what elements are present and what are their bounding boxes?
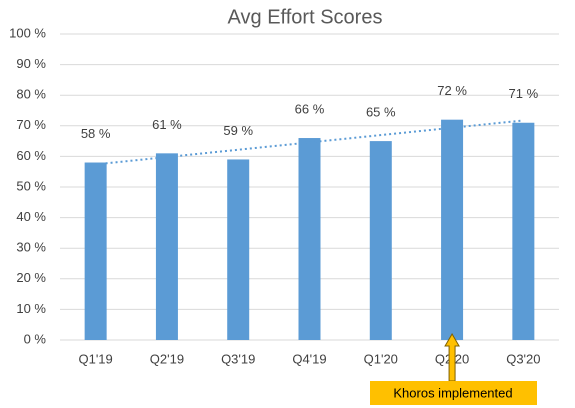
bar — [441, 119, 464, 341]
bar — [155, 153, 178, 340]
trendline — [95, 119, 524, 166]
data-label: 71 % — [509, 86, 539, 101]
y-tick-label: 30 % — [16, 240, 46, 255]
x-tick-label: Q2'19 — [150, 351, 184, 366]
x-tick-label: Q1'19 — [78, 351, 112, 366]
x-tick-label: Q3'19 — [221, 351, 255, 366]
y-tick-label: 20 % — [16, 270, 46, 285]
y-tick-label: 40 % — [16, 209, 46, 224]
bar — [84, 162, 107, 340]
bar — [369, 141, 392, 340]
data-label: 65 % — [366, 105, 396, 120]
y-tick-label: 90 % — [16, 56, 46, 71]
y-tick-label: 50 % — [16, 178, 46, 193]
data-label: 72 % — [437, 83, 467, 98]
data-label: 59 % — [223, 123, 253, 138]
annotation-box — [370, 381, 537, 405]
y-tick-label: 70 % — [16, 117, 46, 132]
bar — [298, 138, 321, 340]
y-tick-label: 100 % — [9, 25, 46, 40]
x-tick-label: Q3'20 — [506, 351, 540, 366]
chart-title: Avg Effort Scores — [228, 6, 383, 28]
annotation-arrow — [444, 333, 460, 382]
y-tick-label: 60 % — [16, 148, 46, 163]
data-label: 61 % — [152, 117, 182, 132]
y-tick-label: 0 % — [24, 331, 47, 346]
bar — [227, 159, 250, 340]
data-label: 66 % — [295, 101, 325, 116]
data-label: 58 % — [81, 126, 111, 141]
y-tick-label: 10 % — [16, 301, 46, 316]
bar — [512, 122, 535, 341]
annotation-text: Khoros implemented — [393, 385, 512, 400]
x-tick-label: Q1'20 — [364, 351, 398, 366]
y-tick-label: 80 % — [16, 87, 46, 102]
x-tick-label: Q4'19 — [292, 351, 326, 366]
